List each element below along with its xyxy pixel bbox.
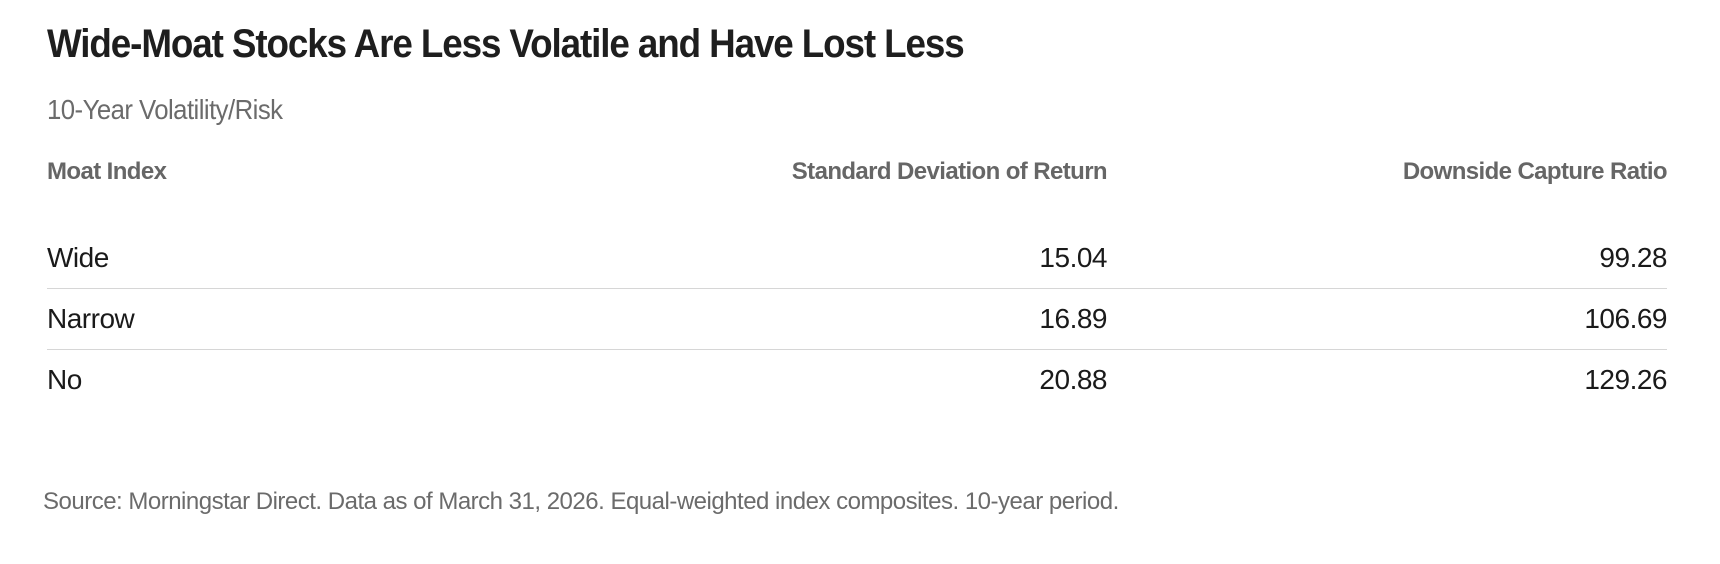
- column-header-standard-deviation: Standard Deviation of Return: [791, 158, 1108, 185]
- downside-capture-cell: 106.69: [1107, 288, 1668, 350]
- column-header-downside-capture: Downside Capture Ratio: [1402, 158, 1668, 185]
- column-header-moat-index: Moat Index: [47, 158, 167, 185]
- std-dev-cell: 16.89: [667, 288, 1108, 350]
- row-label: Wide: [47, 242, 109, 273]
- downside-capture-cell: 99.28: [1599, 242, 1667, 273]
- source-note: Source: Morningstar Direct. Data as of M…: [43, 488, 1119, 515]
- chart-subtitle: 10-Year Volatility/Risk: [47, 94, 283, 125]
- chart-title: Wide-Moat Stocks Are Less Volatile and H…: [47, 22, 965, 66]
- std-dev-cell: 15.04: [1039, 242, 1107, 273]
- table-body: Wide 15.04 99.28 Narrow 16.89 106.69 No …: [47, 228, 1668, 410]
- downside-capture-cell: 129.26: [1107, 349, 1668, 410]
- std-dev-cell: 20.88: [667, 349, 1108, 410]
- table-row: No 20.88 129.26: [47, 349, 1668, 410]
- header-row: Moat Index Standard Deviation of Return …: [47, 158, 1668, 228]
- data-table-container: Moat Index Standard Deviation of Return …: [47, 158, 1668, 410]
- table-row: Wide 15.04 99.28: [47, 228, 1668, 289]
- row-label: Narrow: [47, 288, 667, 350]
- row-label: No: [47, 349, 667, 410]
- table-header: Moat Index Standard Deviation of Return …: [47, 158, 1668, 228]
- table-row: Narrow 16.89 106.69: [47, 288, 1668, 350]
- data-table: Moat Index Standard Deviation of Return …: [47, 158, 1668, 410]
